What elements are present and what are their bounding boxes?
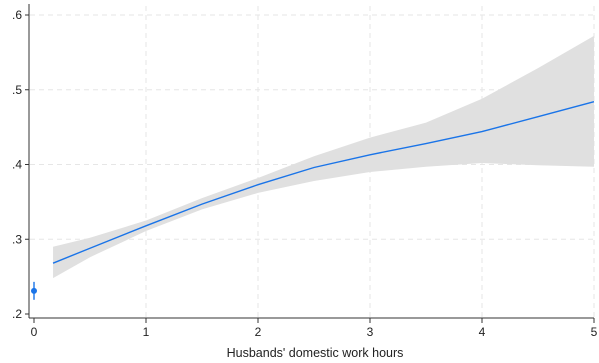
y-ticks: .2 .3 .4 .5 .6 (12, 8, 29, 321)
ci-band-layer (53, 35, 595, 279)
y-tick-label: .3 (12, 232, 22, 246)
axes (28, 4, 594, 319)
x-ticks: 0 1 2 3 4 5 (31, 318, 598, 339)
y-tick-label: .6 (12, 8, 22, 22)
point-estimate (31, 287, 37, 294)
series-layer (31, 101, 595, 300)
x-tick-label: 4 (479, 325, 486, 339)
fitted-line (52, 101, 595, 264)
y-tick-label: .4 (12, 158, 22, 172)
y-tick-label: .2 (12, 307, 22, 321)
x-tick-label: 0 (31, 325, 38, 339)
x-tick-label: 3 (367, 325, 374, 339)
x-tick-label: 1 (143, 325, 150, 339)
x-axis-title: Husbands' domestic work hours (227, 346, 404, 360)
x-tick-label: 5 (591, 325, 598, 339)
confidence-band (53, 35, 595, 279)
x-tick-label: 2 (255, 325, 262, 339)
y-tick-label: .5 (12, 83, 22, 97)
